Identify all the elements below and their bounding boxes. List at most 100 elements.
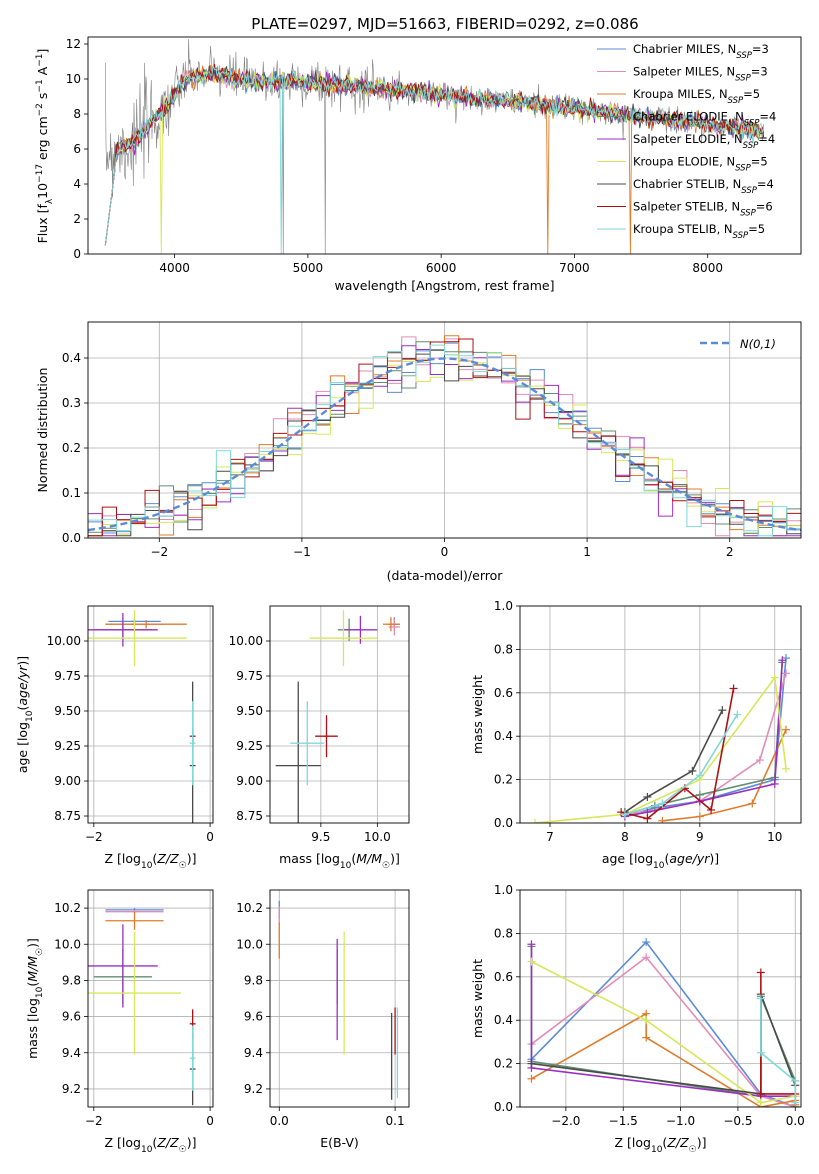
- y-tick-label: 2: [73, 212, 81, 226]
- label-part: Flux [f: [35, 204, 50, 244]
- label-part: 10: [141, 1145, 153, 1155]
- label-part: A: [35, 66, 50, 79]
- label-part: 10: [35, 986, 45, 998]
- x-tick-label: −2: [85, 1114, 103, 1128]
- x-tick-label: 7: [546, 830, 554, 844]
- y-tick-label: 9.8: [62, 973, 81, 987]
- legend-tail: =5: [751, 155, 768, 169]
- axes-frame: [269, 605, 410, 824]
- legend-sub: SSP: [736, 51, 752, 61]
- y-tick-label: 0.0: [62, 531, 81, 545]
- y-tick-label: 9.6: [244, 1010, 263, 1024]
- y-tick-label: 0: [73, 247, 81, 261]
- label-part: ☉: [382, 861, 390, 871]
- y-tick-label: 9.00: [236, 774, 263, 788]
- label-part: M/M: [356, 851, 382, 866]
- plot-area-spectrum: [104, 38, 765, 254]
- label-part: 10: [35, 183, 50, 199]
- legend-sub: SSP: [741, 186, 757, 196]
- legend-text: Kroupa MILES, N: [633, 87, 728, 101]
- y-tick-label: 9.00: [54, 774, 81, 788]
- x-axis-label: age [log10(age/yr)]: [602, 851, 719, 871]
- y-tick-label: 9.2: [244, 1082, 263, 1096]
- y-tick-label: 9.75: [54, 669, 81, 683]
- legend-entry: Kroupa ELODIE, NSSP=5: [633, 155, 768, 174]
- label-part: Z [log: [615, 1135, 651, 1150]
- y-tick-label: 4: [73, 177, 81, 191]
- y-tick-label: 9.2: [62, 1082, 81, 1096]
- x-tick-label: 0: [206, 1114, 214, 1128]
- legend-entry: Salpeter MILES, NSSP=3: [633, 65, 768, 84]
- y-tick-label: 9.50: [54, 704, 81, 718]
- weight-line: [531, 960, 796, 1104]
- legend-sub: SSP: [740, 209, 756, 219]
- x-tick-label: 0.1: [386, 1114, 405, 1128]
- y-tick-label: 0.6: [494, 970, 513, 984]
- y-tick-label: 10.0: [236, 937, 263, 951]
- y-axis-label: mass weight: [470, 959, 485, 1038]
- legend-tail: =5: [748, 222, 765, 236]
- label-part: ☉: [35, 948, 45, 956]
- y-tick-label: 0.0: [494, 1100, 513, 1114]
- axes-frame: [519, 605, 802, 824]
- y-axis-label: mass [log10(M/M☉)]: [25, 938, 45, 1059]
- x-tick-label: −0.5: [723, 1114, 752, 1128]
- legend-text: Chabrier ELODIE, N: [633, 110, 744, 124]
- weight-line: [530, 944, 796, 1097]
- legend-entry: Salpeter ELODIE, NSSP=4: [633, 132, 775, 151]
- label-part: 10: [340, 861, 352, 871]
- label-part: age/yr: [669, 851, 710, 866]
- x-tick-label: −1.0: [666, 1114, 695, 1128]
- label-part: Z [log: [105, 851, 141, 866]
- legend-text: Chabrier MILES, N: [633, 42, 736, 56]
- y-tick-label: 9.8: [244, 973, 263, 987]
- x-tick-label: 2: [726, 545, 734, 559]
- x-tick-label: −2: [150, 545, 168, 559]
- plot-area-age_vs_mass: [270, 606, 409, 823]
- y-tick-label: 10.00: [229, 634, 263, 648]
- label-part: erg cm: [35, 116, 50, 164]
- histogram-step: [88, 338, 801, 537]
- x-tick-label: −1: [293, 545, 311, 559]
- x-axis-label: Z [log10(Z/Z☉)]: [105, 1135, 197, 1155]
- y-tick-label: 10: [66, 72, 81, 86]
- axes-frame: [519, 889, 802, 1108]
- x-tick-label: 9.5: [311, 830, 330, 844]
- label-part: (: [664, 851, 669, 866]
- label-part: )]: [697, 1135, 707, 1150]
- legend-text: Salpeter STELIB, N: [633, 200, 740, 214]
- label-part: Z/Z: [156, 851, 179, 866]
- label-part: M/M: [25, 956, 40, 982]
- label-part: (: [25, 982, 40, 987]
- label-part: )]: [187, 851, 197, 866]
- legend-text: Salpeter MILES, N: [633, 65, 735, 79]
- x-tick-label: 1: [583, 545, 591, 559]
- y-axis-label: Flux [fλ10−17 erg cm−2 s−1 A−1]: [35, 49, 55, 244]
- label-part: ☉: [179, 1145, 187, 1155]
- y-tick-label: 0.4: [494, 729, 513, 743]
- x-tick-label: 9: [696, 830, 704, 844]
- legend-sub: SSP: [735, 164, 751, 174]
- y-tick-label: 9.25: [54, 739, 81, 753]
- label-part: (: [152, 851, 157, 866]
- label-part: )]: [25, 938, 40, 948]
- label-part: 10: [651, 1145, 663, 1155]
- label-part: )]: [709, 851, 719, 866]
- x-axis-label: mass [log10(M/M☉)]: [279, 851, 400, 871]
- label-part: −17: [35, 164, 45, 183]
- panel-weight_vs_Z: −2.0 −1.5 −1.0 −0.5 0.0 0.0 0.2 0.4 0.6 0.8 1.0 Z […: [470, 883, 805, 1155]
- x-axis-label: E(B-V): [320, 1135, 359, 1150]
- legend-text: Kroupa ELODIE, N: [633, 155, 735, 169]
- y-tick-label: 0.1: [62, 486, 81, 500]
- y-tick-label: 0.4: [494, 1013, 513, 1027]
- x-tick-label: 8000: [692, 261, 723, 275]
- axes-frame: [87, 605, 214, 824]
- label-part: (: [662, 1135, 667, 1150]
- legend-tail: =3: [751, 65, 768, 79]
- panel-age_vs_mass: 9.5 10.0 8.75 9.00 9.25 9.50 9.75 10.00 mass [lo…: [229, 605, 410, 871]
- legend-tail: =6: [756, 200, 773, 214]
- panel-mass_vs_ebv: 0.0 0.1 9.2 9.4 9.6 9.8 10.0 10.2 E(B-V): [236, 889, 410, 1150]
- gaussian-reference: [88, 357, 801, 532]
